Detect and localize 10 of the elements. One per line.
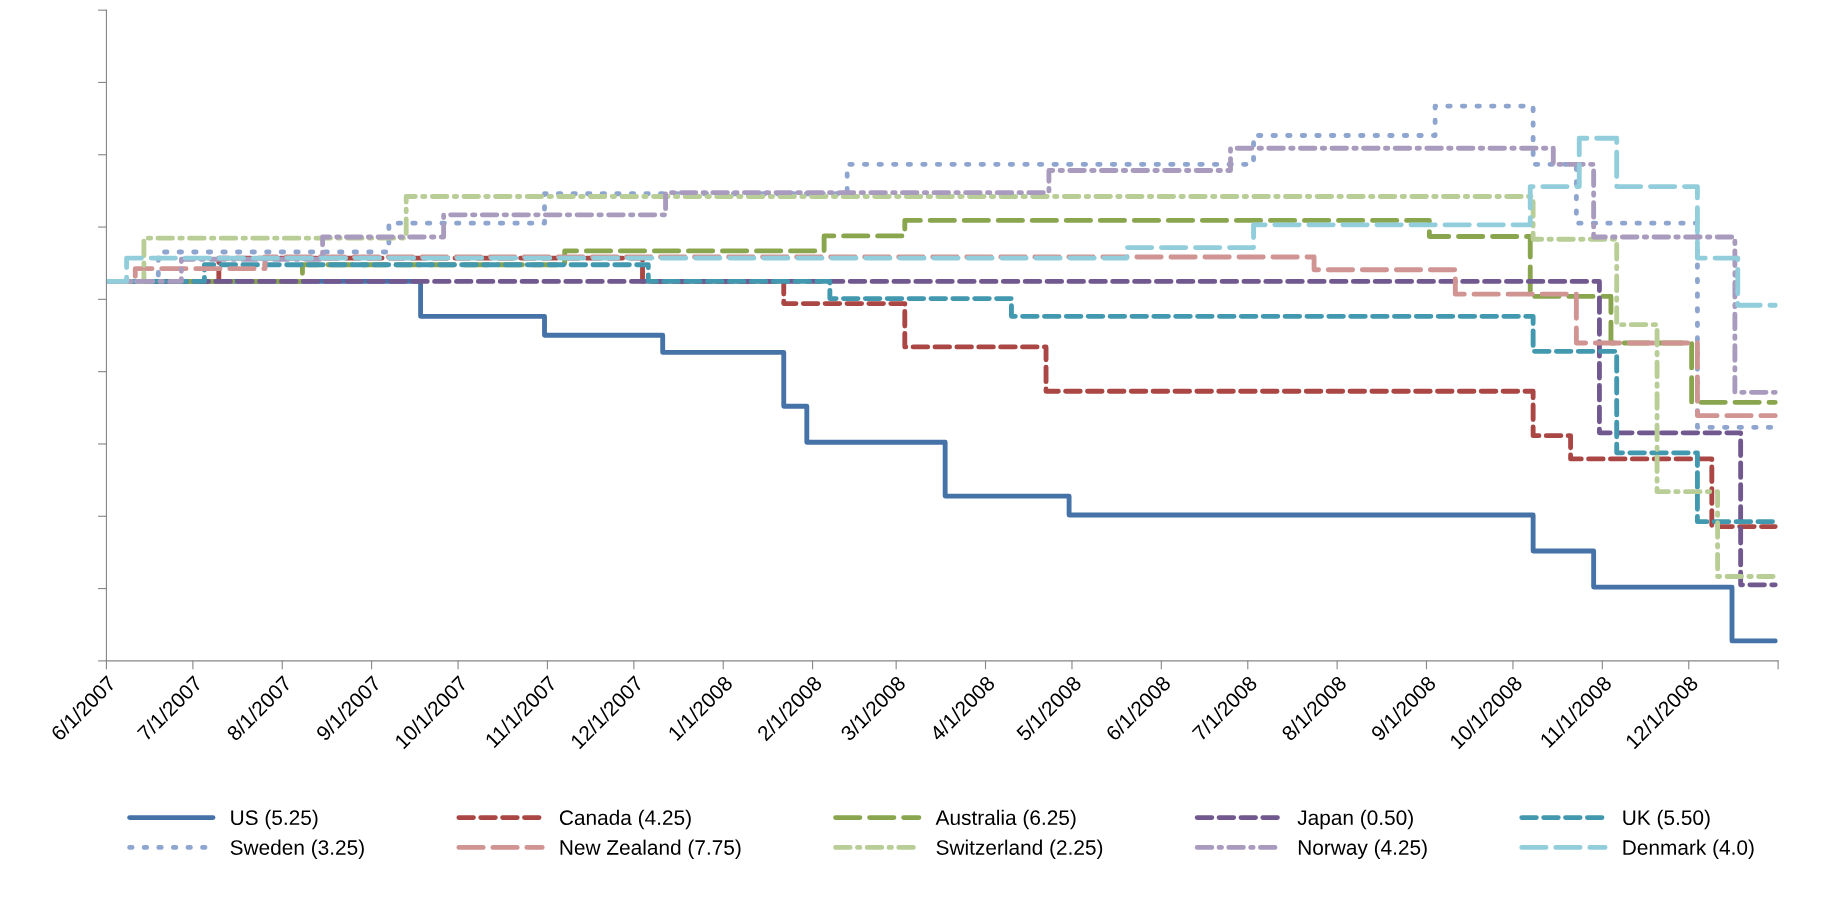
legend-label: Sweden (3.25) bbox=[230, 839, 364, 860]
legend-label: US (5.25) bbox=[231, 809, 318, 830]
legend-label: Denmark (4.0) bbox=[1623, 839, 1754, 860]
legend-label: Japan (0.50) bbox=[1297, 809, 1413, 830]
legend-label: Switzerland (2.25) bbox=[936, 839, 1103, 860]
legend-label: Australia (6.25) bbox=[935, 809, 1076, 830]
legend-label: New Zealand (7.75) bbox=[560, 839, 741, 860]
legend-label: UK (5.50) bbox=[1623, 809, 1710, 830]
legend-label: Canada (4.25) bbox=[559, 809, 691, 830]
legend-label: Norway (4.25) bbox=[1298, 839, 1427, 860]
